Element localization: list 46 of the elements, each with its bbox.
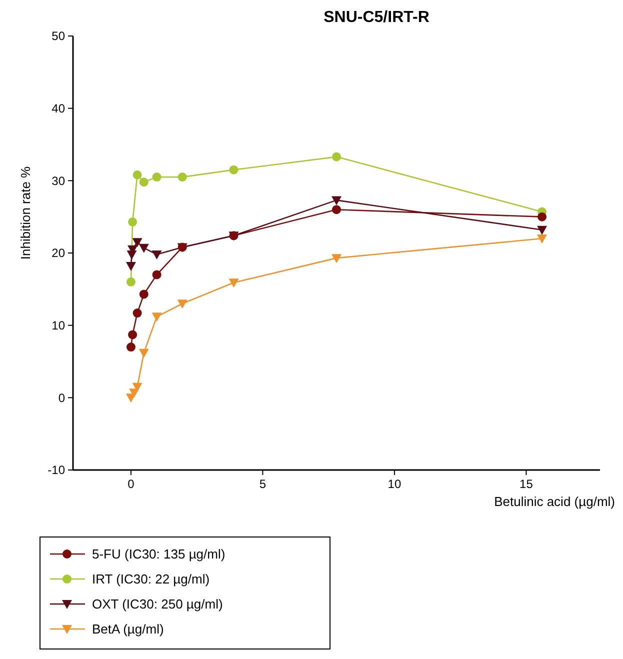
y-axis-title: Inhibition rate % — [18, 166, 33, 260]
point — [132, 382, 142, 392]
point — [138, 244, 149, 253]
point — [332, 152, 341, 162]
legend-label: BetA (µg/ml) — [92, 622, 164, 637]
point — [152, 172, 162, 182]
point — [228, 278, 239, 288]
y-tick-label: 0 — [58, 390, 66, 405]
point — [152, 312, 162, 322]
y-tick-label: 40 — [52, 102, 66, 116]
point — [332, 254, 342, 264]
x-tick-label: 10 — [388, 477, 402, 491]
point — [332, 205, 341, 214]
legend-label: IRT (IC30: 22 µg/ml) — [92, 572, 210, 587]
x-axis-title: Betulinic acid (µg/ml) — [494, 494, 615, 509]
point — [332, 196, 342, 206]
point — [229, 165, 238, 174]
point — [178, 172, 187, 182]
point — [126, 262, 136, 272]
point — [177, 300, 188, 309]
point — [537, 234, 548, 244]
chart-title: SNU-C5/IRT-R — [324, 9, 430, 26]
x-tick-label: 15 — [520, 477, 534, 491]
point — [152, 270, 162, 280]
point — [132, 308, 142, 318]
x-tick-label: 5 — [259, 477, 266, 491]
point — [132, 170, 142, 180]
y-tick-label: -10 — [48, 463, 66, 478]
y-tick-label: 50 — [52, 29, 66, 44]
point — [126, 342, 136, 352]
point — [128, 217, 138, 226]
legend-label: 5-FU (IC30: 135 µg/ml) — [92, 546, 226, 562]
point — [132, 238, 142, 248]
point — [537, 226, 548, 235]
point — [152, 250, 162, 260]
point — [139, 178, 148, 187]
y-tick-label: 20 — [52, 246, 66, 260]
legend-label: OXT (IC30: 250 µg/ml) — [92, 596, 223, 612]
point — [538, 212, 547, 222]
point — [126, 277, 136, 286]
point — [139, 290, 148, 299]
point — [128, 330, 138, 340]
y-tick-label: 30 — [52, 174, 66, 188]
point — [138, 348, 149, 358]
y-tick-label: 10 — [52, 318, 66, 333]
x-tick-label: 0 — [128, 477, 135, 491]
